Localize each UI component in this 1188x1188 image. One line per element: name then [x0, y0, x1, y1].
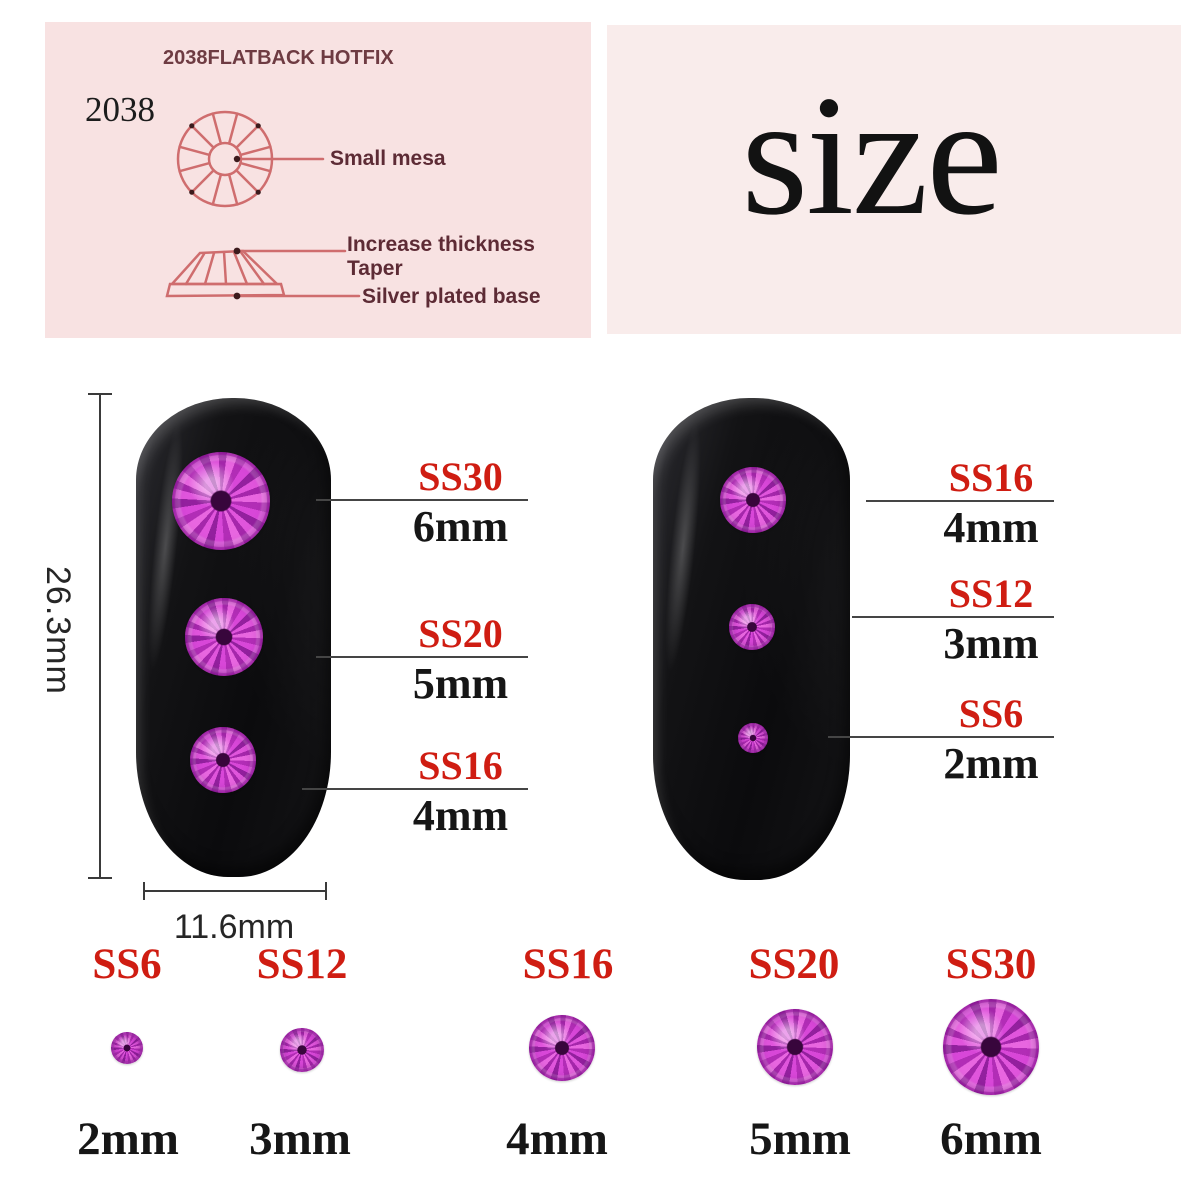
chart-size: SS30 [945, 941, 1037, 988]
spec-card-title: 2038FLATBACK HOTFIX [163, 47, 394, 69]
width-measure-line [143, 890, 327, 892]
nail-length-value: 26.3mm [39, 566, 77, 695]
chart-diameter: 6mm [940, 1113, 1042, 1165]
callout-line [316, 656, 528, 658]
rhinestone-ss6 [738, 723, 768, 753]
model-number: 2038 [85, 90, 155, 129]
label-taper: Taper [347, 257, 403, 280]
nail-width-value: 11.6mm [173, 908, 295, 946]
callout-line [828, 736, 1054, 738]
length-measure-line [99, 394, 101, 879]
length-measure-tick-bottom [88, 877, 112, 879]
width-measure-tick-left [143, 882, 145, 900]
rhinestone-ss12 [729, 604, 775, 650]
callout-line [866, 500, 1054, 502]
callout-line [852, 616, 1054, 618]
callout-size: SS30 [418, 454, 503, 499]
callout-size: SS12 [948, 571, 1034, 616]
size-heading: size [741, 61, 1002, 251]
rhinestone-ss16 [190, 727, 256, 793]
rhinestone-ss30 [943, 999, 1039, 1095]
spec-card [45, 22, 591, 338]
rhinestone-ss6 [111, 1032, 143, 1064]
callout-line [302, 788, 528, 790]
label-small-mesa: Small mesa [330, 147, 446, 170]
callout-diameter: 6mm [412, 502, 509, 551]
chart-diameter: 5mm [749, 1113, 851, 1165]
rhinestone-ss16 [720, 467, 786, 533]
rhinestone-ss20 [185, 598, 263, 676]
chart-diameter: 3mm [249, 1113, 351, 1165]
chart-size: SS6 [92, 941, 162, 988]
rhinestone-ss12 [280, 1028, 324, 1072]
length-measure-tick-top [88, 393, 112, 395]
chart-size: SS12 [256, 941, 348, 988]
callout-line [316, 499, 528, 501]
callout-diameter: 3mm [943, 619, 1039, 668]
callout-diameter: 4mm [943, 503, 1039, 552]
width-measure-tick-right [325, 882, 327, 900]
callout-size: SS20 [418, 611, 503, 656]
callout-diameter: 4mm [412, 791, 509, 840]
callout-size: SS16 [418, 743, 503, 788]
size-card [607, 25, 1181, 334]
rhinestone-ss30 [172, 452, 270, 550]
callout-diameter: 2mm [943, 739, 1039, 788]
chart-diameter: 4mm [506, 1113, 608, 1165]
callout-size: SS6 [958, 691, 1024, 736]
label-silver-plated-base: Silver plated base [362, 285, 541, 308]
label-increase-thickness: Increase thickness [347, 233, 535, 256]
rhinestone-ss16 [529, 1015, 595, 1081]
rhinestone-ss20 [757, 1009, 833, 1085]
chart-diameter: 2mm [77, 1113, 179, 1165]
chart-size: SS16 [522, 941, 614, 988]
chart-size: SS20 [748, 941, 840, 988]
callout-size: SS16 [948, 455, 1034, 500]
callout-diameter: 5mm [412, 659, 509, 708]
